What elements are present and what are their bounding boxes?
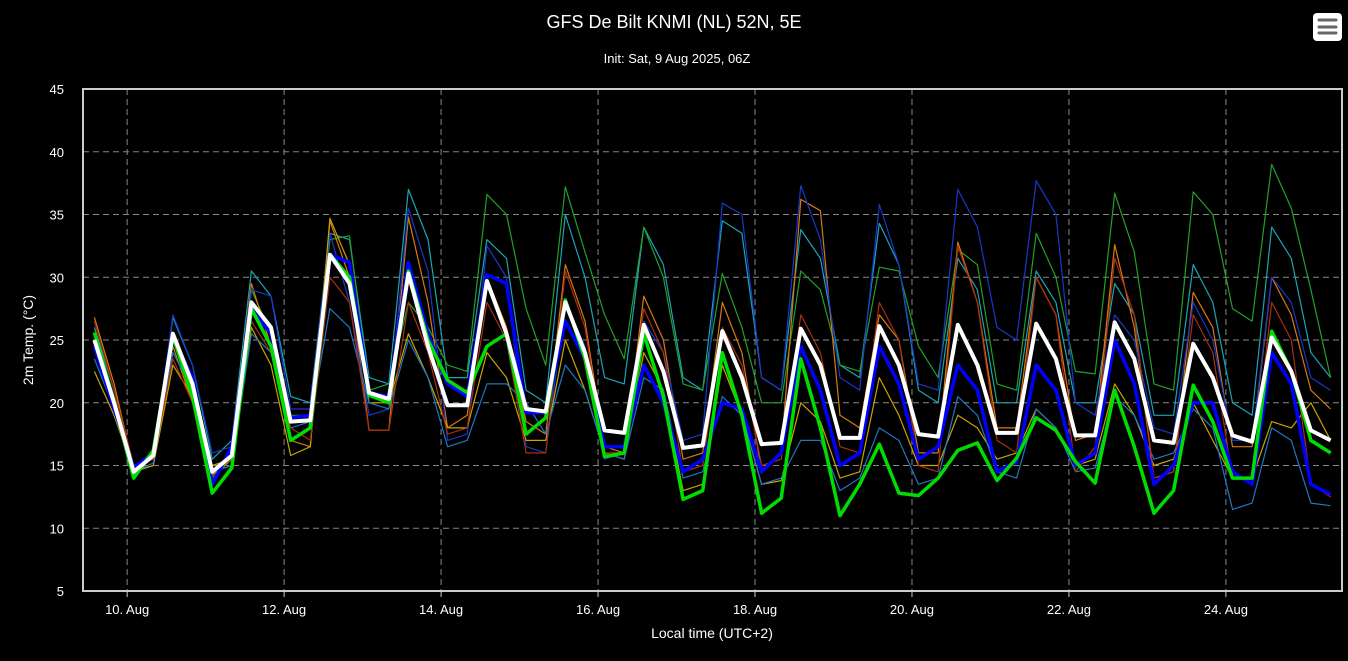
- hamburger-menu-icon: [1317, 18, 1338, 35]
- mean-line: [92, 252, 1332, 474]
- operational-line: [92, 252, 1332, 518]
- y-tick-label: 10: [50, 521, 64, 536]
- y-tick-label: 5: [57, 584, 64, 599]
- series-layer: [92, 163, 1332, 518]
- y-tick-label: 25: [50, 333, 64, 348]
- ensemble-member-line-4: [93, 180, 1331, 467]
- x-tick-label: 12. Aug: [262, 602, 306, 617]
- x-tick-label: 18. Aug: [733, 602, 777, 617]
- y-axis-ticks: 5 10 15 20 25 30 35 40 45: [50, 82, 64, 599]
- y-tick-label: 40: [50, 145, 64, 160]
- y-axis-label: 2m Temp. (°C): [20, 295, 36, 385]
- x-tick-label: 20. Aug: [890, 602, 934, 617]
- chart-subtitle: Init: Sat, 9 Aug 2025, 06Z: [604, 51, 751, 66]
- grid: [83, 89, 1342, 591]
- plot-border: [82, 88, 1343, 592]
- x-axis-ticks: 10. Aug 12. Aug 14. Aug 16. Aug 18. Aug 20. A…: [105, 591, 1248, 617]
- x-axis-label: Local time (UTC+2): [651, 625, 773, 641]
- x-tick-label: 24. Aug: [1204, 602, 1248, 617]
- y-tick-label: 35: [50, 208, 64, 223]
- x-tick-label: 10. Aug: [105, 602, 149, 617]
- y-tick-label: 20: [50, 396, 64, 411]
- x-tick-label: 16. Aug: [576, 602, 620, 617]
- y-tick-label: 30: [50, 270, 64, 285]
- chart-title: GFS De Bilt KNMI (NL) 52N, 5E: [546, 12, 801, 32]
- y-tick-label: 45: [50, 82, 64, 97]
- y-tick-label: 15: [50, 459, 64, 474]
- ensemble-member-line-1: [93, 188, 1332, 467]
- x-tick-label: 22. Aug: [1047, 602, 1091, 617]
- x-tick-label: 14. Aug: [419, 602, 463, 617]
- menu-button[interactable]: [1313, 13, 1342, 41]
